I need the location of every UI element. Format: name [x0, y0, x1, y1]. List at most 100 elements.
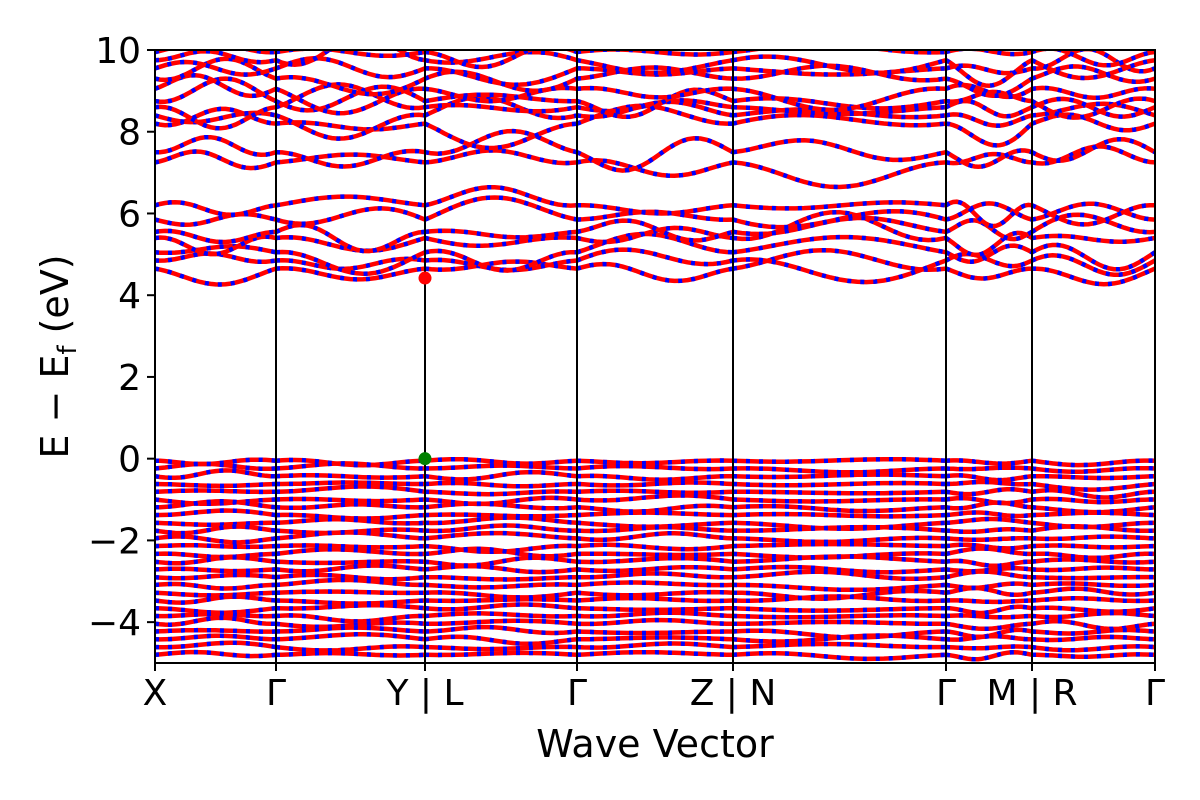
band-line-up-134 [275, 461, 425, 471]
band-line-up-251 [1031, 586, 1155, 597]
band-line-down-193 [733, 524, 947, 533]
band-line-down-179 [732, 511, 947, 519]
band-line-up-28 [155, 228, 277, 245]
band-line-up-231 [155, 572, 277, 581]
band-line-down-236 [945, 569, 1033, 580]
band-line-up-299 [945, 644, 1033, 651]
band-line-down-291 [732, 633, 947, 644]
band-line-down-157 [576, 488, 734, 496]
band-line-up-30 [424, 228, 578, 240]
band-line-down-77 [155, 104, 277, 131]
cbm-marker [418, 271, 432, 285]
band-line-down-5 [945, 266, 1033, 281]
band-line-up-258 [1031, 596, 1155, 604]
band-line-down-63 [155, 106, 277, 128]
band-line-down-29 [275, 222, 426, 254]
band-line-up-147 [155, 481, 277, 489]
band-line-up-261 [424, 602, 578, 612]
bands-layer [155, 50, 1155, 662]
band-line-up-302 [275, 650, 426, 658]
y-axis-title-main: E − E [33, 355, 77, 459]
band-line-up-257 [945, 598, 1033, 605]
band-line-up-240 [424, 582, 578, 590]
band-line-up-224 [155, 566, 277, 574]
band-line-down-264 [945, 604, 1033, 616]
band-line-up-50 [275, 152, 426, 165]
x-axis-ticks: X Γ Y | L Γ Z | N Γ M | R Γ [143, 663, 1165, 714]
band-line-down-173 [945, 500, 1033, 511]
band-line-up-154 [155, 488, 276, 495]
band-line-up-289 [424, 634, 578, 647]
band-line-up-282 [424, 624, 578, 636]
band-line-down-68 [945, 121, 1034, 148]
band-line-down-60 [732, 138, 947, 163]
band-line-up-293 [1031, 634, 1155, 643]
band-line-down-250 [945, 585, 1033, 598]
band-line-down-151 [732, 480, 947, 488]
band-line-down-194 [945, 527, 1033, 535]
band-line-down-88 [732, 96, 947, 111]
band-line-down-46 [732, 200, 947, 211]
band-line-down-18 [732, 234, 947, 255]
kpoint-divider-lines [275, 50, 1033, 663]
band-line-down-125 [1031, 50, 1155, 68]
band-line-up-253 [275, 598, 426, 606]
band-line-down-45 [577, 203, 734, 216]
band-line-up-238 [155, 581, 277, 591]
band-line-down-299 [945, 644, 1033, 651]
band-line-down-220 [576, 555, 734, 565]
band-line-down-6 [1031, 266, 1155, 287]
band-line-down-269 [576, 610, 734, 619]
band-line-up-301 [155, 649, 277, 659]
band-line-down-178 [576, 510, 734, 518]
band-line-up-69 [1031, 112, 1155, 133]
band-line-up-230 [1031, 565, 1155, 573]
band-line-down-200 [732, 535, 947, 545]
band-line-down-164 [576, 493, 734, 503]
band-line-down-262 [576, 605, 734, 613]
band-line-up-132 [1031, 458, 1155, 468]
band-line-up-148 [276, 480, 425, 487]
band-line-up-123 [732, 50, 947, 55]
band-line-down-159 [945, 487, 1033, 497]
band-line-up-184 [424, 515, 578, 526]
band-line-down-34 [1030, 212, 1155, 235]
band-line-down-49 [155, 149, 277, 171]
band-line-up-191 [424, 523, 577, 534]
band-line-up-99 [275, 75, 427, 97]
y-tick-label-4: 2 [118, 358, 141, 399]
band-line-down-61 [944, 148, 1033, 170]
band-line-down-33 [945, 218, 1034, 242]
band-line-up-254 [424, 597, 578, 604]
band-line-down-16 [424, 248, 578, 273]
x-tick-label-5: Γ [936, 673, 956, 714]
band-line-up-146 [1032, 473, 1155, 481]
band-line-down-129 [576, 458, 734, 466]
band-line-up-167 [1031, 496, 1155, 505]
band-line-down-0 [155, 266, 277, 287]
band-line-down-91 [155, 73, 277, 99]
band-line-down-207 [732, 541, 947, 549]
band-line-up-237 [1031, 574, 1155, 581]
band-line-up-43 [275, 194, 426, 208]
band-line-down-56 [155, 134, 277, 158]
band-line-up-133 [155, 461, 277, 472]
band-line-down-78 [275, 82, 426, 111]
band-line-down-221 [732, 554, 947, 564]
band-line-down-87 [576, 87, 734, 120]
band-line-up-239 [275, 577, 425, 588]
x-tick-label-0: X [143, 673, 168, 714]
band-line-down-206 [576, 542, 734, 552]
band-line-up-175 [155, 508, 277, 518]
band-line-down-76 [1031, 101, 1155, 118]
band-line-down-62 [1030, 136, 1155, 163]
band-line-down-150 [576, 480, 734, 488]
band-line-up-11 [732, 257, 947, 285]
band-line-down-228 [732, 564, 947, 575]
band-line-up-195 [1031, 524, 1155, 534]
band-line-up-196 [155, 534, 277, 545]
band-line-up-286 [1031, 627, 1155, 636]
band-line-up-142 [424, 469, 578, 482]
band-line-down-130 [732, 457, 947, 464]
vbm-marker [418, 452, 432, 466]
